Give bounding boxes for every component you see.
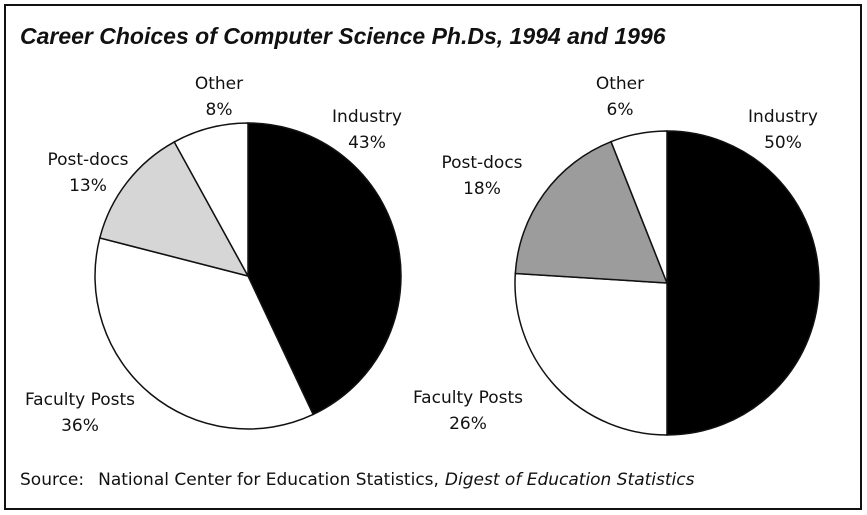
slice-value-label: 13% — [69, 176, 107, 196]
slice-label: Faculty Posts — [25, 390, 135, 410]
source: Source: National Center for Education Sta… — [20, 470, 695, 490]
slice-value-label: 18% — [463, 179, 501, 199]
slice-label: Post-docs — [47, 150, 128, 170]
slice-label: Other — [596, 74, 644, 94]
pie-slice — [514, 272, 668, 436]
pie-slice — [247, 122, 402, 416]
source-publisher: National Center for Education Statistics… — [98, 470, 439, 490]
slice-value-label: 43% — [348, 133, 386, 153]
pie-slice — [610, 130, 668, 284]
slice-label: Faculty Posts — [413, 388, 523, 408]
chart-title: Career Choices of Computer Science Ph.Ds… — [20, 23, 666, 49]
pie-slice — [666, 130, 820, 436]
slice-label: Industry — [332, 107, 402, 127]
pie-slice — [173, 122, 249, 277]
pie-slice — [94, 237, 315, 430]
pie-slice — [514, 140, 669, 284]
slice-value-label: 50% — [764, 133, 802, 153]
slice-label: Other — [195, 74, 243, 94]
source-label: Source: — [20, 470, 84, 490]
slice-value-label: 36% — [61, 416, 99, 436]
slice-value-label: 6% — [607, 100, 634, 120]
slice-value-label: 8% — [206, 100, 233, 120]
pie-slice — [98, 140, 250, 278]
slice-label: Industry — [748, 107, 818, 127]
source-publication: Digest of Education Statistics — [445, 470, 695, 490]
slice-label: Post-docs — [441, 153, 522, 173]
slice-value-label: 26% — [449, 414, 487, 434]
